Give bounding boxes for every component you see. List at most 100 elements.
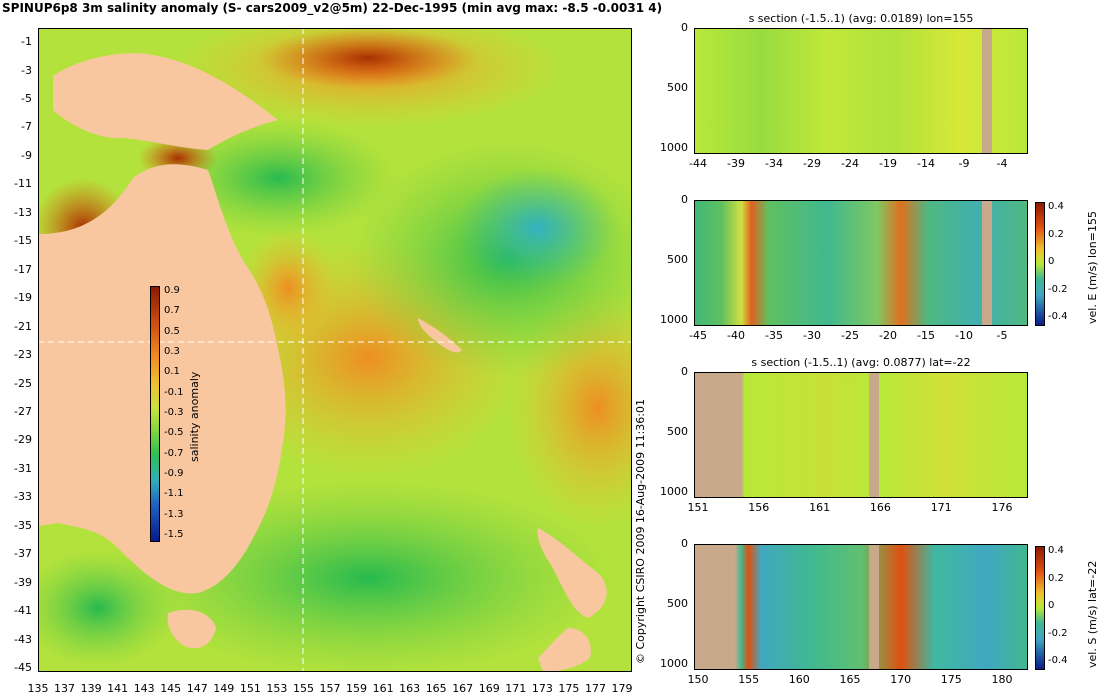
section-x-tick-label: 165 — [839, 673, 861, 686]
lat-tick-label: -19 — [14, 291, 32, 305]
lon-tick-label: 139 — [80, 682, 102, 695]
australia-land — [38, 164, 286, 594]
new-caledonia-land — [418, 318, 462, 353]
section-plot — [694, 28, 1028, 154]
lat-tick-label: -3 — [21, 63, 32, 77]
lat-tick-label: -7 — [21, 120, 32, 134]
section-x-tick-label: 171 — [930, 501, 952, 514]
lat-tick-label: -11 — [14, 177, 32, 191]
velocity-colorbar-tick: -0.4 — [1048, 655, 1068, 666]
lon-tick-label: 145 — [160, 682, 182, 695]
section-plot — [694, 200, 1028, 326]
velocity-colorbar-tick: 0 — [1048, 256, 1055, 267]
velocity-colorbar-tick: -0.2 — [1048, 283, 1068, 295]
depth-tick-label: 1000 — [660, 485, 688, 498]
depth-tick-label: 0 — [681, 193, 688, 206]
colorbar-tick-label: -1.1 — [164, 488, 184, 500]
map-colorbar-label: salinity anomaly — [188, 371, 201, 462]
section-x-tick-label: -35 — [765, 329, 783, 342]
lon-tick-label: 159 — [346, 682, 367, 695]
velocity-colorbar-label: vel. E (m/s) lon=155 — [1086, 211, 1099, 324]
lat-tick-label: -43 — [14, 632, 32, 646]
section-land-strip — [982, 201, 993, 325]
lon-tick-label: 163 — [399, 682, 421, 695]
velocity-colorbar-tick: 0.4 — [1048, 545, 1064, 556]
lon-tick-label: 179 — [611, 682, 633, 695]
section-land-strip — [868, 373, 879, 497]
section-x-tick-label: -40 — [727, 329, 745, 342]
depth-tick-label: 500 — [667, 81, 688, 94]
colorbar-tick-label: -0.9 — [164, 468, 184, 479]
velocity-colorbar-tick: 0.4 — [1048, 201, 1064, 212]
velocity-colorbar-tick: 0.2 — [1048, 228, 1064, 240]
colorbar-tick-label: -0.7 — [164, 447, 184, 459]
velocity-colorbar-tick: -0.2 — [1048, 627, 1068, 639]
section-x-tick-label: -15 — [917, 329, 935, 342]
lat-tick-label: -13 — [14, 205, 32, 219]
section-x-tick-label: -14 — [917, 157, 935, 170]
section-x-tick-label: -10 — [955, 329, 973, 342]
section-x-tick-label: -4 — [996, 157, 1008, 170]
lon-tick-label: 169 — [478, 682, 500, 695]
map-colorbar — [150, 286, 160, 542]
lat-tick-label: -33 — [14, 490, 32, 504]
lat-tick-label: -29 — [14, 433, 32, 447]
section-x-tick-label: 156 — [748, 501, 770, 514]
colorbar-tick-label: -0.3 — [164, 407, 184, 418]
lat-tick-label: -35 — [14, 518, 32, 532]
lon-tick-label: 147 — [186, 682, 208, 695]
section-x-tick-label: -24 — [841, 157, 859, 170]
lat-tick-label: -23 — [14, 348, 32, 361]
lat-tick-label: -9 — [21, 148, 32, 162]
depth-tick-label: 1000 — [660, 657, 688, 670]
section-land-strip — [868, 545, 879, 669]
section-x-tick-label: 150 — [687, 673, 709, 686]
section-x-tick-label: -25 — [841, 329, 859, 342]
depth-tick-label: 0 — [681, 21, 688, 34]
lat-tick-label: -5 — [21, 91, 32, 105]
depth-tick-label: 500 — [667, 597, 688, 610]
section-x-tick-label: -30 — [803, 329, 821, 342]
colorbar-tick-label: 0.1 — [164, 366, 180, 378]
colorbar-tick-label: 0.7 — [164, 305, 180, 317]
lat-tick-label: -31 — [14, 461, 32, 475]
section-x-tick-label: 151 — [687, 501, 709, 514]
depth-tick-label: 1000 — [660, 313, 688, 326]
section-x-tick-label: -29 — [803, 157, 821, 170]
lon-tick-label: 175 — [558, 682, 580, 695]
lon-tick-label: 153 — [266, 682, 288, 695]
velocity-colorbar-tick: -0.4 — [1048, 311, 1068, 322]
colorbar-tick-label: 0.3 — [164, 346, 180, 357]
section-x-tick-label: 175 — [940, 673, 962, 686]
lat-tick-label: -37 — [14, 547, 32, 561]
section-x-tick-label: -5 — [996, 329, 1008, 342]
lon-tick-label: 177 — [585, 682, 606, 695]
section-x-tick-label: -20 — [879, 329, 897, 342]
new-zealand-south — [538, 628, 591, 672]
velocity-colorbar-label: vel. S (m/s) lat=-22 — [1086, 560, 1099, 668]
lat-tick-label: -41 — [14, 604, 32, 618]
figure-title: SPINUP6p8 3m salinity anomaly (S- cars20… — [2, 1, 663, 15]
panel-title: s section (-1.5..1) (avg: 0.0877) lat=-2… — [751, 356, 971, 369]
section-x-tick-label: -19 — [879, 157, 897, 170]
section-x-tick-label: 155 — [738, 673, 760, 686]
lon-tick-label: 149 — [213, 682, 235, 695]
velocity-colorbar-tick: 0 — [1048, 600, 1055, 611]
depth-tick-label: 0 — [681, 365, 688, 378]
section-x-tick-label: 160 — [788, 673, 810, 686]
colorbar-tick-label: -1.3 — [164, 508, 184, 520]
lat-tick-label: -39 — [14, 575, 32, 589]
panel-title: s section (-1.5..1) (avg: 0.0189) lon=15… — [748, 12, 974, 25]
colorbar-tick-label: -1.5 — [164, 529, 184, 540]
lon-tick-label: 165 — [425, 682, 447, 695]
copyright-text: © Copyright CSIRO 2009 16-Aug-2009 11:36… — [634, 398, 647, 664]
section-x-tick-label: -44 — [689, 157, 707, 170]
section-plot — [694, 544, 1028, 670]
lon-tick-label: 173 — [531, 682, 553, 695]
velocity-colorbar — [1035, 546, 1045, 670]
lon-tick-label: 151 — [239, 682, 261, 695]
section-x-tick-label: 166 — [869, 501, 891, 514]
lat-tick-label: -25 — [14, 376, 32, 390]
colorbar-tick-label: 0.5 — [164, 325, 180, 337]
tasmania-land — [167, 609, 216, 649]
